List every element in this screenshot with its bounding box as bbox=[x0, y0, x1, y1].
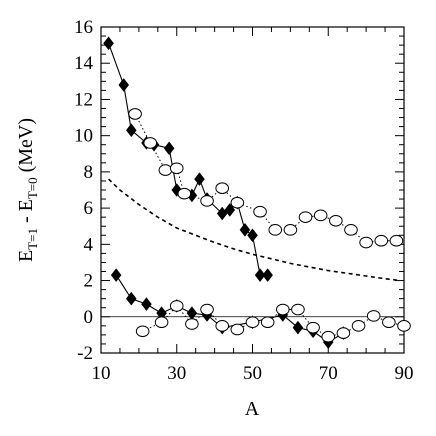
y-tick-label: 4 bbox=[84, 234, 94, 255]
series-4-point bbox=[336, 327, 351, 339]
series-1-point bbox=[128, 108, 142, 120]
series-3-point bbox=[141, 297, 152, 312]
series-1-point bbox=[298, 211, 313, 223]
y-axis-title-main: E bbox=[15, 250, 37, 262]
y-tick-label: 10 bbox=[74, 126, 93, 147]
series-1-point bbox=[143, 137, 158, 149]
series-3-point bbox=[125, 291, 137, 306]
series-4-point bbox=[135, 325, 150, 338]
series-4-point bbox=[291, 303, 305, 316]
series-4-point bbox=[351, 320, 366, 332]
series-1-point bbox=[283, 224, 298, 236]
y-tick-label: 16 bbox=[74, 17, 93, 38]
x-tick-label: 30 bbox=[167, 363, 186, 384]
series-4-point bbox=[366, 310, 381, 322]
series-0-point bbox=[163, 141, 175, 156]
series-4-point bbox=[230, 323, 245, 336]
y-tick-label: 6 bbox=[84, 198, 94, 219]
series-0-line bbox=[108, 43, 268, 276]
series-1-point bbox=[215, 182, 229, 194]
series-4-point bbox=[321, 330, 336, 343]
series-1-point bbox=[230, 196, 245, 209]
series-1-point bbox=[313, 209, 328, 222]
series-1-point bbox=[359, 236, 373, 249]
series-1-point bbox=[329, 214, 343, 227]
series-0-point bbox=[118, 78, 130, 92]
y-tick-label: -2 bbox=[77, 343, 93, 364]
series-4-point bbox=[169, 300, 184, 312]
series-0-point bbox=[216, 206, 228, 221]
series-1-point bbox=[253, 205, 267, 218]
y-tick-label: 0 bbox=[84, 307, 94, 328]
series-0-point bbox=[247, 228, 258, 243]
series-4-point bbox=[154, 316, 169, 329]
series-1-point bbox=[177, 187, 192, 200]
y-tick-label: 14 bbox=[74, 53, 94, 74]
series-1-point bbox=[200, 195, 214, 207]
y-tick-label: 12 bbox=[74, 89, 93, 110]
series-3-point bbox=[110, 268, 122, 283]
series-1-point bbox=[389, 234, 404, 247]
series-0-point bbox=[262, 268, 273, 283]
y-tick-label: 2 bbox=[84, 271, 94, 292]
y-axis-title-sub2: T=0 bbox=[25, 177, 40, 199]
series-3-point bbox=[186, 306, 198, 321]
y-axis-title: ET=1 - ET=0 (MeV) bbox=[15, 118, 40, 262]
series-0-point bbox=[224, 203, 236, 217]
series-4-point bbox=[215, 320, 229, 332]
series-2-line bbox=[108, 178, 401, 282]
series-4-point bbox=[245, 316, 260, 329]
x-tick-label: 10 bbox=[92, 363, 111, 384]
series-4-point bbox=[397, 320, 411, 332]
x-tick-label: 50 bbox=[243, 363, 262, 384]
series-1-point bbox=[158, 164, 173, 176]
x-tick-label: 90 bbox=[395, 363, 414, 384]
series-0-point bbox=[239, 222, 251, 237]
series-0-point bbox=[194, 172, 205, 187]
series-0-point bbox=[103, 36, 114, 51]
series-4-point bbox=[185, 318, 199, 330]
series-0-point bbox=[254, 268, 266, 283]
x-tick-label: 70 bbox=[319, 363, 338, 384]
y-tick-label: 8 bbox=[84, 162, 94, 183]
series-1-point bbox=[374, 234, 389, 247]
series-1-point bbox=[344, 224, 358, 236]
series-4-point bbox=[306, 321, 320, 334]
series-4-point bbox=[276, 303, 290, 316]
y-axis-title-mid: - E bbox=[15, 199, 37, 228]
series-0-point bbox=[125, 123, 137, 138]
series-3-point bbox=[292, 320, 304, 335]
series-4-point bbox=[260, 316, 275, 329]
series-4-point bbox=[382, 316, 396, 329]
y-axis-title-unit: (MeV) bbox=[15, 118, 37, 177]
series-1-point bbox=[268, 224, 283, 236]
series-1-point bbox=[169, 162, 184, 175]
y-axis-title-sub1: T=1 bbox=[25, 228, 40, 250]
series-4-point bbox=[200, 303, 214, 316]
x-axis-title: A bbox=[245, 398, 260, 420]
